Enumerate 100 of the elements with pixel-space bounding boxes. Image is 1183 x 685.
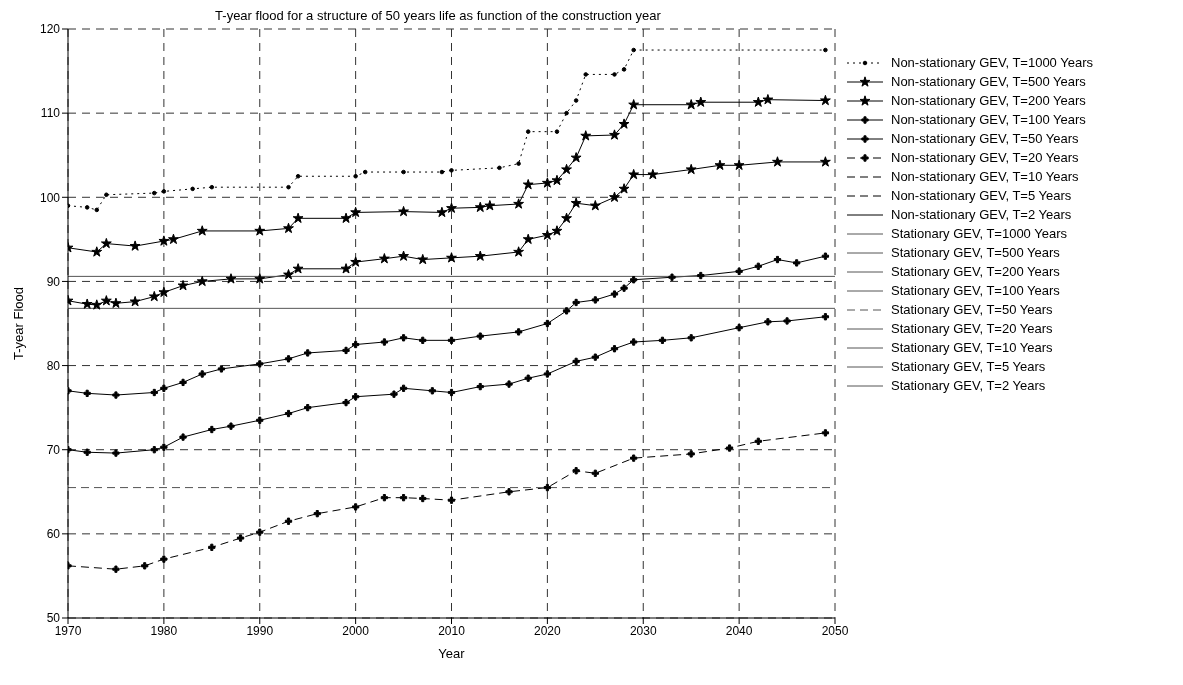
point bbox=[353, 173, 358, 179]
point bbox=[83, 389, 91, 397]
point bbox=[160, 443, 168, 451]
point bbox=[351, 393, 360, 401]
point bbox=[735, 267, 743, 275]
point bbox=[668, 273, 676, 281]
point bbox=[820, 156, 831, 167]
legend-label: Stationary GEV, T=200 Years bbox=[891, 264, 1060, 279]
point bbox=[340, 263, 352, 274]
point bbox=[158, 235, 170, 246]
point bbox=[820, 94, 831, 106]
point bbox=[380, 338, 389, 346]
point bbox=[283, 222, 294, 234]
y-tick-label: 110 bbox=[40, 106, 61, 121]
point bbox=[208, 543, 216, 551]
point bbox=[591, 296, 599, 304]
point bbox=[551, 174, 563, 186]
point bbox=[398, 250, 409, 261]
point bbox=[190, 186, 195, 192]
point bbox=[630, 276, 638, 284]
point bbox=[179, 378, 187, 387]
point bbox=[474, 201, 486, 213]
legend-label: Stationary GEV, T=50 Years bbox=[891, 302, 1053, 317]
legend-label: Stationary GEV, T=500 Years bbox=[891, 245, 1060, 260]
legend-label: Non-stationary GEV, T=2 Years bbox=[891, 207, 1072, 222]
point bbox=[362, 169, 368, 175]
point bbox=[168, 233, 179, 245]
point bbox=[217, 365, 226, 373]
point bbox=[620, 284, 628, 292]
legend-label: Stationary GEV, T=5 Years bbox=[891, 359, 1046, 374]
point bbox=[541, 229, 553, 240]
point bbox=[286, 184, 291, 190]
legend-label: Stationary GEV, T=10 Years bbox=[891, 340, 1053, 355]
point bbox=[256, 416, 264, 424]
point bbox=[561, 212, 572, 223]
point bbox=[398, 205, 409, 217]
point bbox=[647, 168, 659, 180]
point bbox=[522, 233, 534, 245]
point bbox=[631, 47, 636, 53]
point bbox=[196, 225, 208, 236]
point bbox=[685, 163, 697, 175]
point bbox=[112, 391, 120, 399]
legend-label: Non-stationary GEV, T=5 Years bbox=[891, 188, 1072, 203]
point bbox=[610, 290, 619, 298]
point bbox=[160, 384, 168, 392]
point bbox=[177, 279, 189, 291]
point bbox=[380, 494, 389, 502]
point bbox=[236, 534, 245, 542]
legend-label: Non-stationary GEV, T=10 Years bbox=[891, 169, 1079, 184]
point bbox=[283, 269, 294, 280]
point bbox=[658, 336, 667, 344]
point bbox=[284, 355, 293, 363]
point bbox=[543, 370, 552, 378]
point bbox=[541, 177, 553, 188]
point bbox=[428, 387, 436, 395]
y-tick-label: 100 bbox=[39, 190, 61, 205]
y-tick-label: 80 bbox=[46, 358, 61, 373]
point bbox=[589, 200, 601, 211]
point bbox=[158, 286, 170, 298]
chart-title: T-year flood for a structure of 50 years life as function of the construction year bbox=[214, 8, 662, 23]
point bbox=[304, 349, 312, 357]
x-tick-label: 2030 bbox=[629, 623, 657, 638]
point bbox=[351, 340, 360, 349]
point bbox=[630, 338, 638, 346]
point bbox=[591, 353, 599, 361]
x-axis-title: Year bbox=[438, 646, 466, 661]
point bbox=[419, 336, 427, 344]
point bbox=[513, 198, 525, 209]
y-tick-label: 90 bbox=[46, 274, 61, 289]
point bbox=[378, 253, 390, 264]
legend-label: Stationary GEV, T=1000 Years bbox=[891, 226, 1067, 241]
legend-label: Non-stationary GEV, T=100 Years bbox=[891, 112, 1086, 127]
point bbox=[554, 129, 560, 134]
point bbox=[68, 203, 71, 208]
point bbox=[618, 118, 630, 129]
point bbox=[447, 336, 456, 344]
legend-label: Non-stationary GEV, T=20 Years bbox=[891, 150, 1079, 165]
point bbox=[447, 496, 456, 504]
point bbox=[562, 307, 571, 315]
point bbox=[161, 189, 167, 194]
point bbox=[621, 67, 627, 72]
point bbox=[81, 298, 93, 309]
legend-label: Non-stationary GEV, T=50 Years bbox=[891, 131, 1079, 146]
point bbox=[476, 332, 484, 340]
point bbox=[198, 370, 206, 378]
point bbox=[505, 488, 513, 496]
point bbox=[583, 72, 589, 77]
x-tick-label: 2010 bbox=[438, 623, 466, 638]
point bbox=[436, 206, 448, 218]
point bbox=[524, 374, 532, 382]
point bbox=[754, 437, 762, 445]
point bbox=[351, 503, 360, 511]
point bbox=[505, 380, 513, 388]
point bbox=[447, 388, 456, 397]
point bbox=[399, 334, 408, 342]
point bbox=[208, 425, 216, 434]
point bbox=[551, 225, 563, 236]
point bbox=[610, 345, 619, 353]
point bbox=[609, 191, 620, 202]
point bbox=[543, 483, 552, 492]
